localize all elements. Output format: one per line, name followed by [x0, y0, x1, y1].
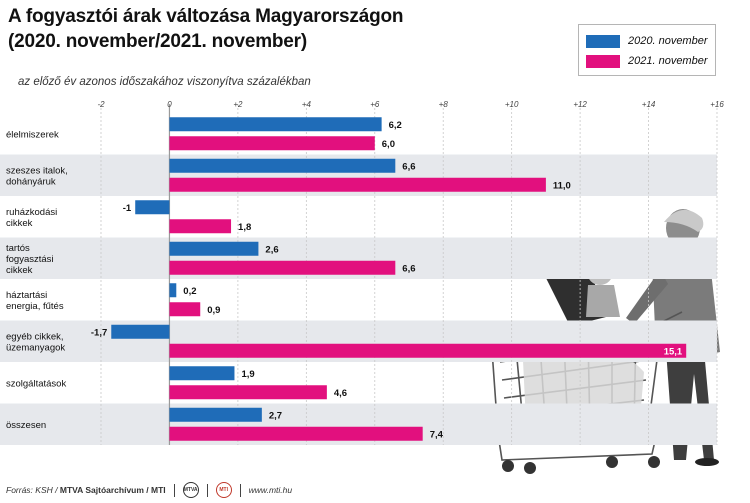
x-tick-label: -2	[97, 100, 105, 109]
category-label: energia, fűtés	[6, 301, 64, 312]
x-tick-label: +6	[370, 100, 380, 109]
bar	[169, 219, 232, 234]
x-tick-label: 0	[167, 100, 172, 109]
bars	[111, 117, 687, 441]
x-tick-label: +16	[710, 100, 724, 109]
category-label: szeszes italok,	[6, 165, 68, 176]
bar	[169, 241, 259, 256]
category-labels: élelmiszerek szeszes italok,dohányáruk ruh…	[6, 129, 68, 431]
value-label: 2,6	[265, 244, 278, 255]
value-label: 7,4	[430, 429, 444, 440]
footer-source: Forrás: KSH /	[6, 485, 58, 495]
category-label: fogyasztási	[6, 254, 54, 265]
x-tick-labels: -2 0 +2 +4 +6 +8 +10 +12 +14 +16	[97, 100, 724, 109]
footer: Forrás: KSH / MTVA Sajtóarchívum / MTI M…	[6, 482, 292, 498]
bar	[169, 260, 396, 275]
value-label: 6,2	[389, 120, 402, 131]
x-tick-label: +4	[302, 100, 312, 109]
legend-label-2020: 2020. november	[628, 35, 708, 47]
bar	[169, 283, 177, 298]
category-label: egyéb cikkek,	[6, 331, 64, 342]
x-tick-label: +10	[505, 100, 519, 109]
value-label: 6,6	[402, 263, 415, 274]
bar	[169, 302, 201, 317]
footer-url: www.mti.hu	[248, 485, 293, 495]
chart-title: A fogyasztói árak változása Magyarország…	[8, 4, 404, 54]
mti-logo-text: MTI	[219, 487, 228, 493]
bar	[169, 343, 687, 358]
category-label: ruházkodási	[6, 207, 57, 218]
category-label: szolgáltatások	[6, 378, 66, 389]
category-label: cikkek	[6, 218, 33, 229]
title-line-1: A fogyasztói árak változása Magyarország…	[8, 6, 404, 27]
value-label: 11,0	[553, 180, 571, 191]
bar	[169, 158, 396, 173]
x-tick-label: +8	[439, 100, 449, 109]
category-label: élelmiszerek	[6, 129, 59, 140]
x-tick-label: +14	[642, 100, 656, 109]
category-label: háztartási	[6, 290, 47, 301]
bar	[169, 366, 235, 381]
category-label: összesen	[6, 420, 46, 431]
value-label: 15,1	[664, 346, 683, 357]
category-label: cikkek	[6, 265, 33, 276]
value-label: 6,0	[382, 139, 395, 150]
footer-divider	[173, 483, 175, 497]
bar	[169, 177, 546, 192]
value-label: 6,6	[402, 161, 415, 172]
bar	[169, 136, 375, 151]
legend-item-2021: 2021. november	[586, 54, 708, 68]
value-label: 2,7	[269, 410, 282, 421]
value-label: 1,8	[238, 222, 251, 233]
bar	[169, 407, 262, 422]
footer-divider	[206, 483, 208, 497]
value-label: 0,2	[183, 286, 196, 297]
bar	[111, 324, 170, 339]
legend-swatch-2021	[586, 54, 620, 68]
mti-logo: MTI	[215, 482, 232, 498]
value-label: 0,9	[207, 305, 220, 316]
mtva-logo-text: MTVA	[183, 487, 198, 493]
category-label: dohányáruk	[6, 176, 56, 187]
value-label: -1	[123, 203, 132, 214]
mtva-logo: MTVA	[182, 482, 199, 498]
x-tick-label: +12	[573, 100, 587, 109]
footer-archive: MTVA Sajtóarchívum / MTI	[59, 485, 166, 495]
title-line-2: (2020. november/2021. november)	[8, 31, 307, 52]
chart-subtitle: az előző év azonos időszakához viszonyít…	[18, 76, 311, 88]
category-label: tartós	[6, 243, 30, 254]
legend: 2020. november 2021. november	[578, 24, 716, 76]
value-label: 1,9	[241, 369, 254, 380]
value-label: 4,6	[334, 388, 347, 399]
bar	[135, 200, 170, 215]
footer-divider	[239, 483, 241, 497]
bar	[169, 426, 423, 441]
value-labels: 6,2 6,6 -1 2,6 0,2 -1,7 1,9 2,7 6,0 11,0 1,8 6,6 0,9…	[91, 120, 683, 441]
x-tick-label: +2	[233, 100, 243, 109]
bar	[169, 385, 327, 400]
value-label: -1,7	[91, 327, 107, 338]
legend-swatch-2020	[586, 34, 620, 48]
bar	[169, 117, 382, 132]
legend-item-2020: 2020. november	[586, 34, 708, 48]
category-label: üzemanyagok	[6, 342, 65, 353]
legend-label-2021: 2021. november	[628, 55, 708, 67]
